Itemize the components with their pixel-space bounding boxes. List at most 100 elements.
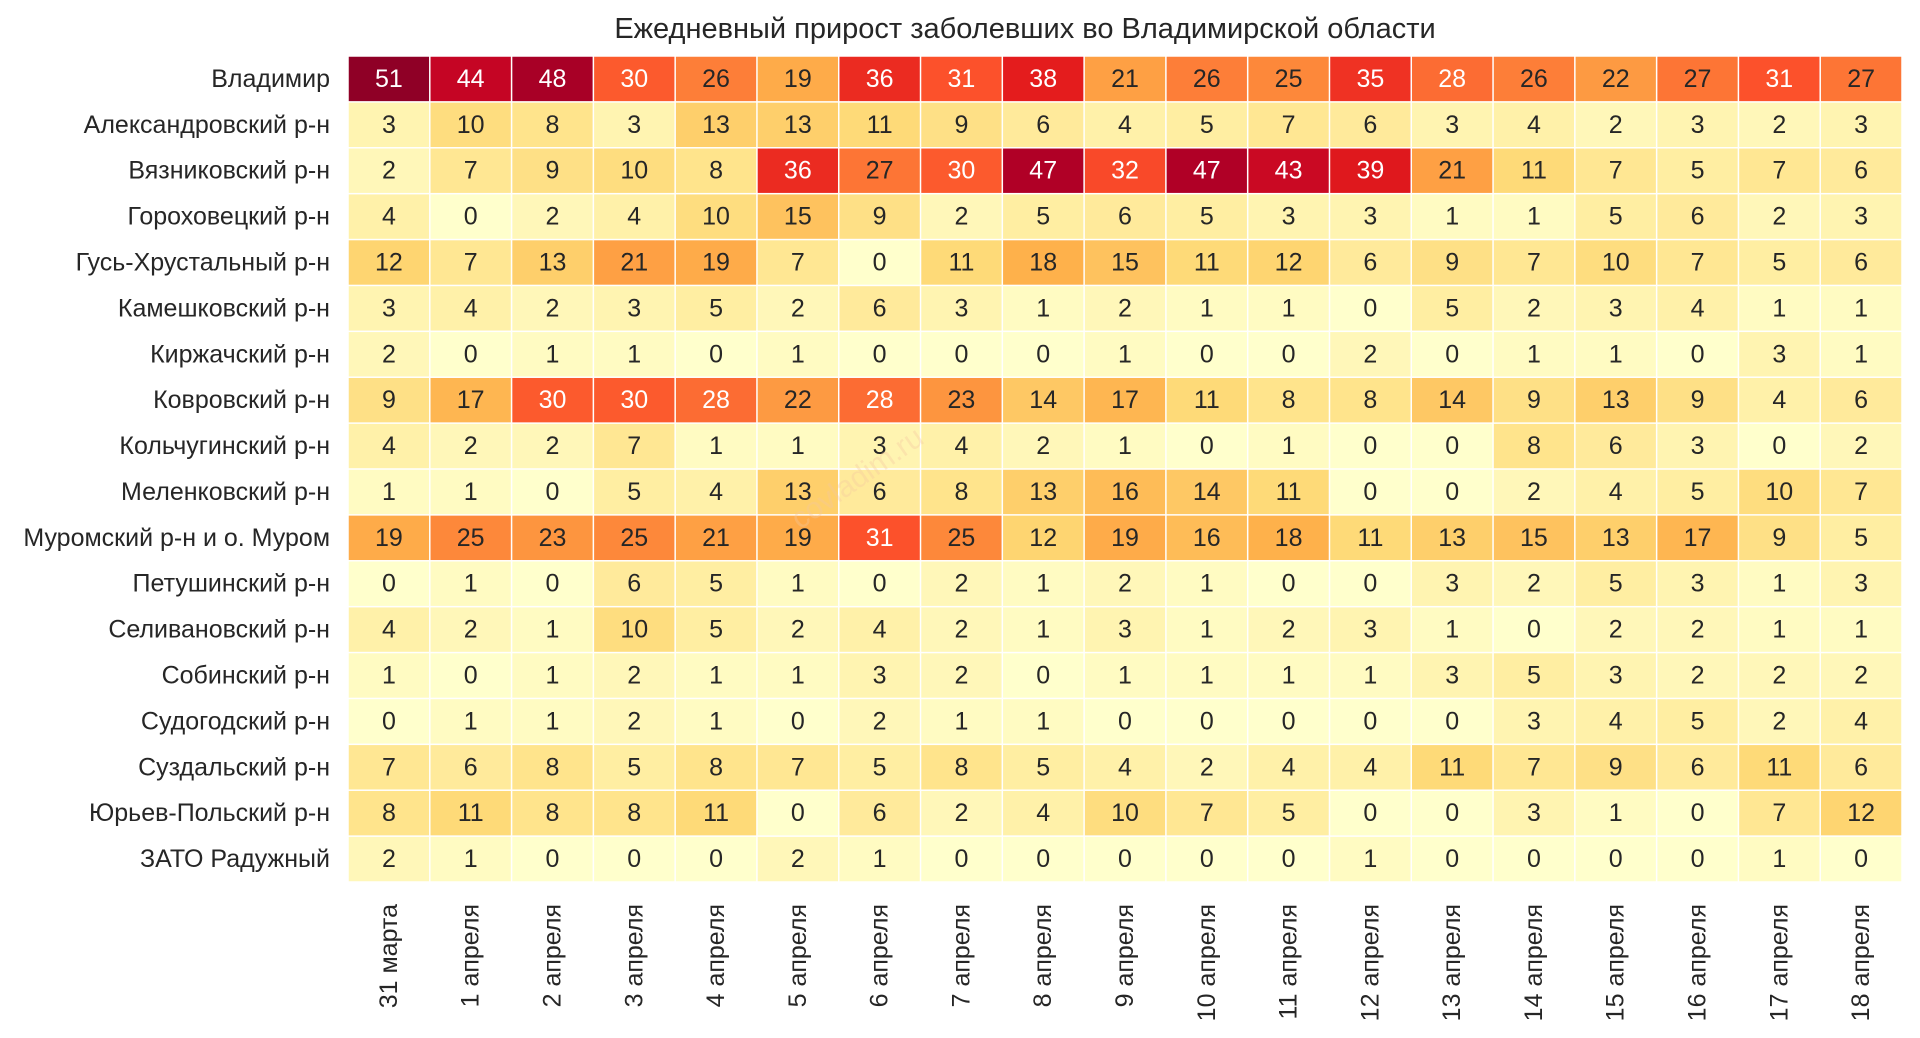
cell-value-label: 4 [1036, 799, 1050, 827]
heatmap-cell [1248, 240, 1329, 285]
heatmap-cell [512, 515, 593, 561]
heatmap-cell [1493, 745, 1575, 790]
cell-value-label: 31 [866, 524, 894, 552]
cell-value-label: 5 [709, 294, 723, 322]
heatmap-cell [430, 423, 511, 469]
cell-value-label: 2 [1609, 616, 1623, 644]
cell-value-label: 6 [873, 294, 887, 322]
cell-value-label: 47 [1193, 157, 1221, 185]
cell-value-label: 19 [784, 65, 812, 93]
row-label: Киржачский р-н [150, 340, 330, 368]
cell-value-label: 0 [546, 570, 560, 598]
heatmap-cell [1493, 790, 1575, 836]
cell-value-label: 17 [1111, 386, 1139, 414]
heatmap-cell [757, 148, 838, 193]
heatmap-cell [1084, 607, 1166, 652]
heatmap-cell [348, 607, 430, 652]
heatmap-cell [839, 745, 920, 790]
cell-value-label: 2 [1118, 294, 1132, 322]
row-label: ЗАТО Радужный [140, 845, 330, 873]
cell-value-label: 13 [1438, 524, 1466, 552]
cell-value-label: 0 [954, 340, 968, 368]
cell-value-label: 8 [954, 753, 968, 781]
cell-value-label: 9 [1609, 753, 1623, 781]
heatmap-cell [757, 836, 838, 882]
cell-value-label: 3 [1772, 340, 1786, 368]
heatmap-cell [512, 148, 593, 193]
heatmap-cell [1657, 240, 1738, 285]
cell-value-label: 0 [464, 662, 478, 690]
heatmap-cell [1412, 56, 1493, 102]
cell-value-label: 13 [539, 249, 567, 277]
heatmap-cell [594, 790, 675, 836]
cell-value-label: 19 [375, 524, 403, 552]
heatmap-cell [921, 607, 1002, 652]
heatmap-cell [1575, 699, 1656, 744]
heatmap-cell [1493, 56, 1575, 102]
heatmap-cell [1084, 515, 1166, 561]
cell-value-label: 5 [1036, 753, 1050, 781]
heatmap-cell [1003, 377, 1084, 423]
heatmap-cell [1657, 653, 1738, 698]
heatmap-cell [1657, 790, 1738, 836]
heatmap-cell [1657, 469, 1738, 515]
cell-value-label: 2 [1609, 111, 1623, 139]
heatmap-cell [594, 745, 675, 790]
cell-value-label: 30 [539, 386, 567, 414]
cell-value-label: 2 [1527, 478, 1541, 506]
heatmap-cell [1657, 56, 1738, 102]
cell-value-label: 1 [954, 707, 968, 735]
cell-value-label: 0 [709, 845, 723, 873]
heatmap-cell [1820, 286, 1902, 331]
cell-value-label: 0 [709, 340, 723, 368]
heatmap-cell [594, 469, 675, 515]
cell-value-label: 5 [1282, 799, 1296, 827]
heatmap-cell [1412, 240, 1493, 285]
cell-value-label: 14 [1438, 386, 1466, 414]
cell-value-label: 5 [709, 616, 723, 644]
cell-value-label: 2 [464, 616, 478, 644]
cell-value-label: 4 [1854, 707, 1868, 735]
heatmap-cell [1166, 790, 1247, 836]
row-label: Меленковский р-н [121, 478, 330, 506]
heatmap-cell [348, 745, 430, 790]
heatmap-cell [1739, 699, 1820, 744]
heatmap-cell [1003, 699, 1084, 744]
row-label: Вязниковский р-н [128, 157, 330, 185]
cell-value-label: 12 [1275, 249, 1303, 277]
cell-value-label: 18 [1029, 249, 1057, 277]
heatmap-cell [675, 286, 757, 331]
heatmap-cell [839, 240, 920, 285]
heatmap-cell [675, 469, 757, 515]
cell-value-label: 31 [1765, 65, 1793, 93]
cell-value-label: 36 [866, 65, 894, 93]
cell-value-label: 7 [1772, 157, 1786, 185]
heatmap-cell [1330, 148, 1411, 193]
heatmap-cell [594, 515, 675, 561]
heatmap-cell [1739, 653, 1820, 698]
cell-value-label: 3 [1691, 432, 1705, 460]
heatmap-cell [1248, 377, 1329, 423]
heatmap-cell [1575, 790, 1656, 836]
heatmap-cell [1657, 377, 1738, 423]
cell-value-label: 48 [539, 65, 567, 93]
heatmap-cell [757, 790, 838, 836]
cell-value-label: 1 [1036, 616, 1050, 644]
cell-value-label: 0 [1363, 707, 1377, 735]
cell-value-label: 28 [1438, 65, 1466, 93]
cell-value-label: 5 [873, 753, 887, 781]
cell-value-label: 9 [382, 386, 396, 414]
cell-value-label: 0 [1527, 616, 1541, 644]
cell-value-label: 1 [1200, 616, 1214, 644]
cell-value-label: 10 [1765, 478, 1793, 506]
cell-value-label: 30 [948, 157, 976, 185]
cell-value-label: 2 [954, 616, 968, 644]
cell-value-label: 0 [1036, 662, 1050, 690]
heatmap-cell [839, 194, 920, 239]
cell-value-label: 4 [1118, 753, 1132, 781]
heatmap-cell [1248, 56, 1329, 102]
cell-value-label: 11 [1439, 753, 1465, 781]
heatmap-cell [1248, 148, 1329, 193]
heatmap-cell [348, 790, 430, 836]
cell-value-label: 1 [791, 662, 805, 690]
